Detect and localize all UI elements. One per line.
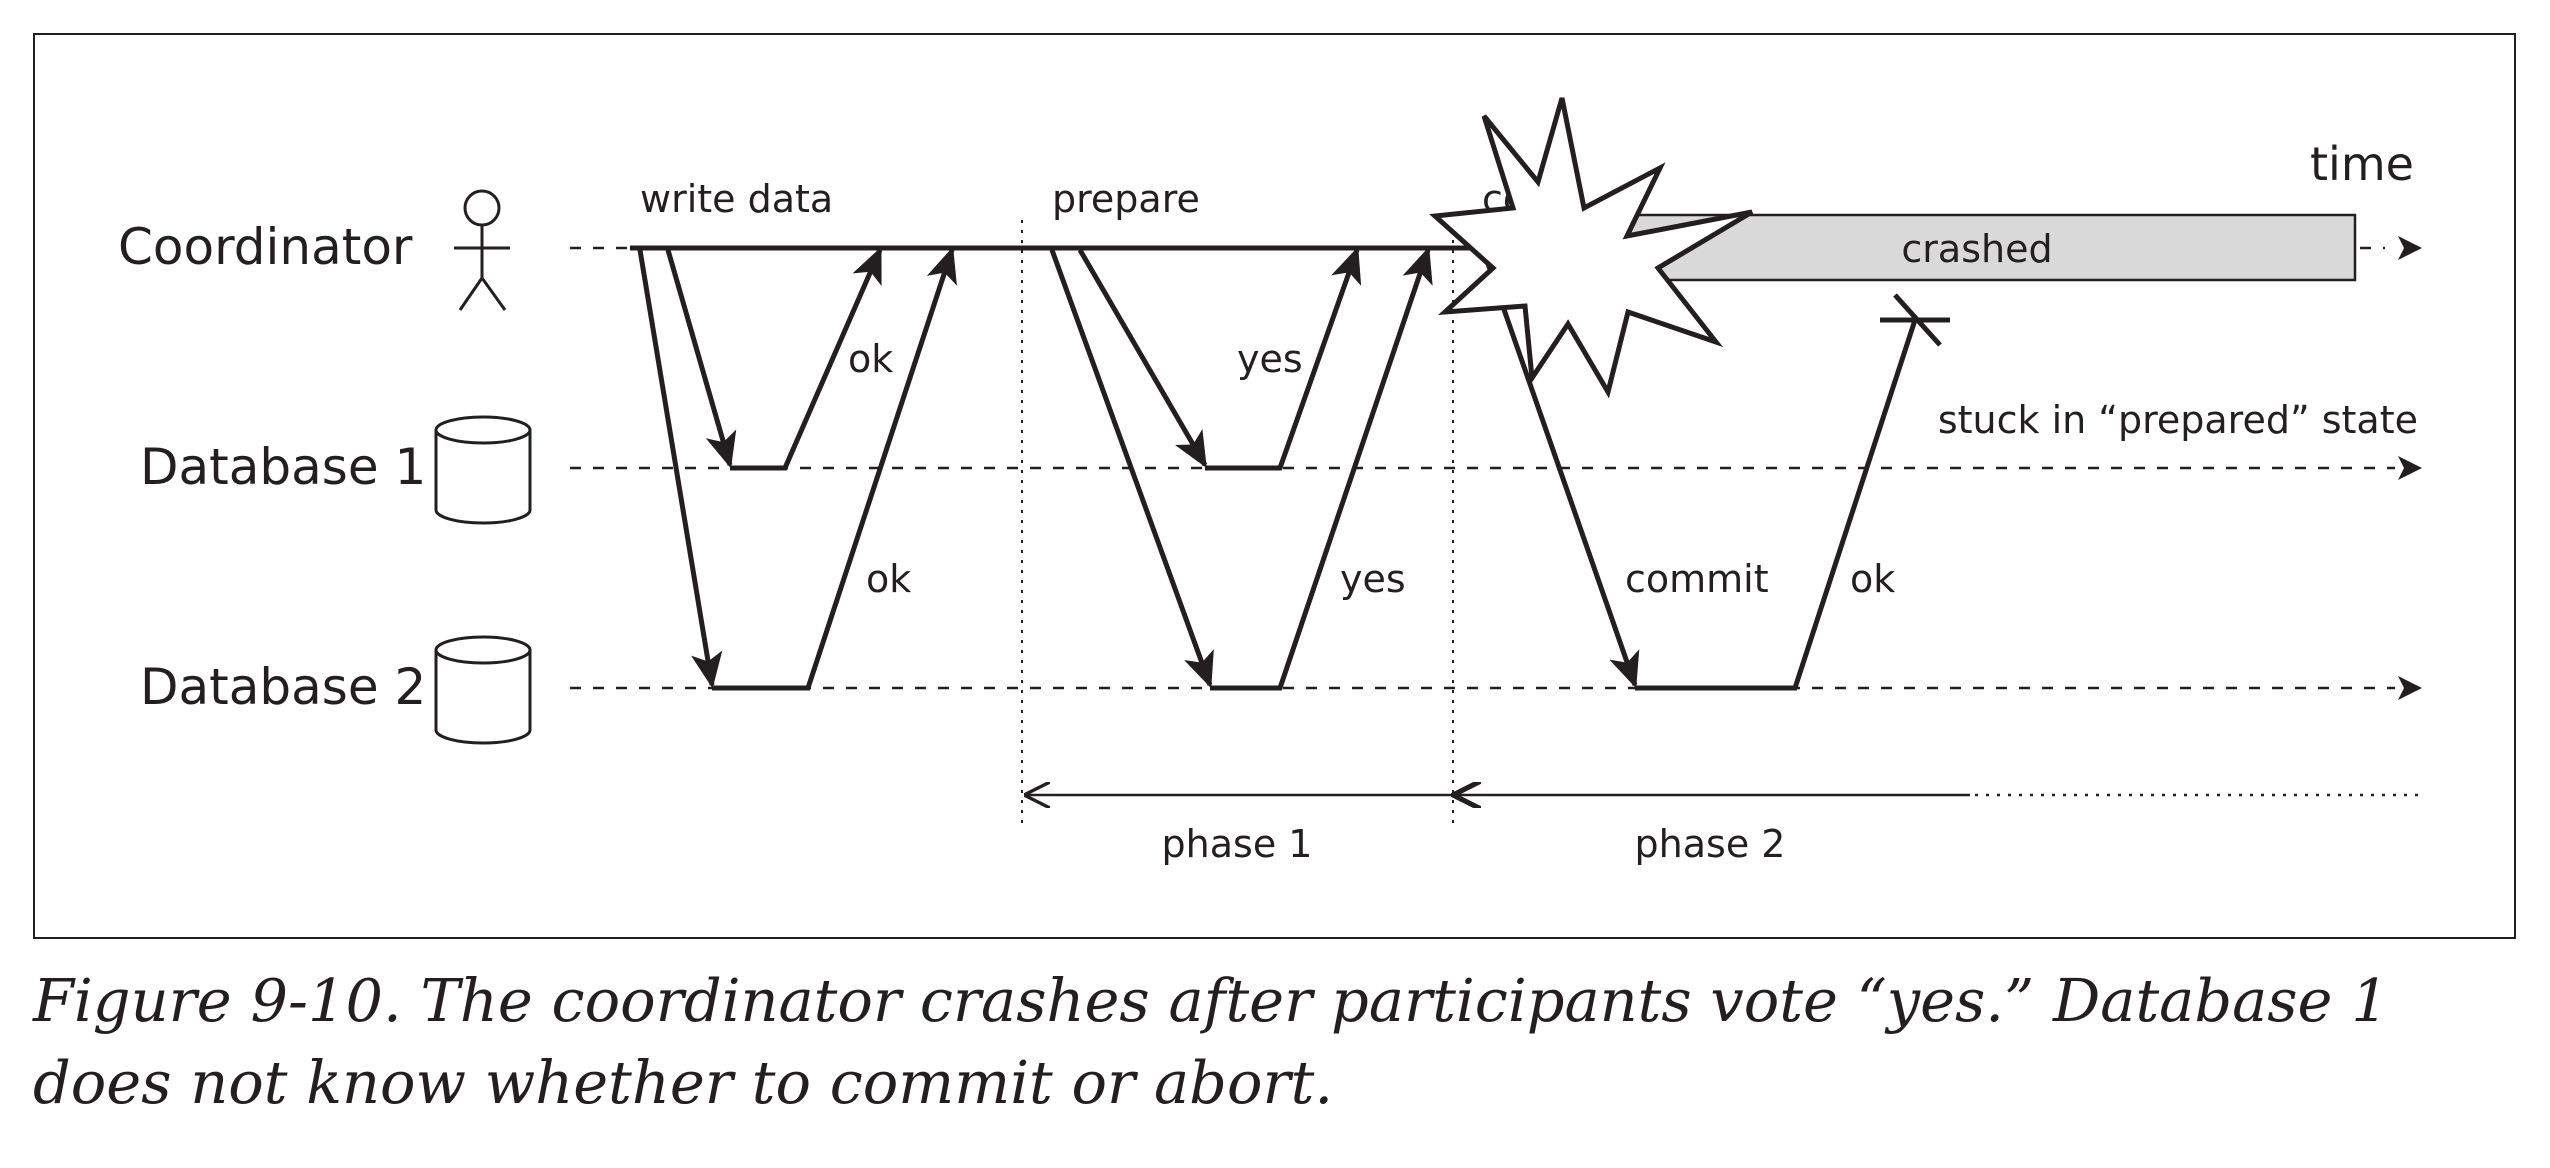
db1-ok-arrow — [730, 246, 883, 471]
phase2-label: phase 2 — [1635, 822, 1786, 866]
coordinator-label: Coordinator — [118, 218, 413, 276]
prepare-to-db2-arrow — [1049, 249, 1214, 689]
database-cylinder-icon — [434, 415, 532, 525]
commit-label: commit — [1625, 557, 1769, 601]
explosion-icon — [1429, 97, 1754, 399]
prepare-label: prepare — [1052, 177, 1200, 221]
crashed-label: crashed — [1901, 227, 2052, 271]
database-cylinder-icon — [434, 635, 532, 745]
time-label: time — [2310, 137, 2414, 191]
phase1-label: phase 1 — [1162, 822, 1313, 866]
db1-yes-label: yes — [1237, 337, 1303, 381]
figure-frame — [33, 33, 2516, 939]
stick-figure-icon — [454, 189, 510, 311]
write-data-label: write data — [640, 177, 833, 221]
prepare-to-db1-arrow — [1077, 248, 1208, 469]
commit-to-db2-arrow — [1482, 254, 1640, 689]
db2-commit-ok-arrow — [1635, 319, 1918, 691]
write-data-to-db1-arrow — [665, 249, 737, 469]
db2-ok-arrow — [712, 246, 957, 691]
database1-timeline-arrowhead — [2398, 456, 2422, 480]
database2-label: Database 2 — [140, 658, 426, 716]
two-phase-commit-diagram: time Coordinator Database 1 Database 2 — [118, 97, 2422, 866]
db1-ok-label: ok — [848, 337, 893, 381]
db2-yes-arrow — [1210, 246, 1433, 691]
db2-commit-ok-label: ok — [1850, 557, 1895, 601]
figure-caption: Figure 9-10. The coordinator crashes aft… — [33, 966, 2389, 1117]
db2-ok-label: ok — [866, 557, 911, 601]
message-lost-cross-icon — [1880, 293, 1950, 347]
write-data-to-db2-arrow — [637, 249, 723, 689]
db2-yes-label: yes — [1340, 557, 1406, 601]
database1-label: Database 1 — [140, 438, 426, 496]
db1-yes-arrow — [1205, 246, 1362, 471]
stuck-prepared-label: stuck in “prepared” state — [1938, 398, 2418, 442]
coordinator-timeline-arrowhead — [2398, 236, 2422, 260]
database2-timeline-arrowhead — [2398, 676, 2422, 700]
